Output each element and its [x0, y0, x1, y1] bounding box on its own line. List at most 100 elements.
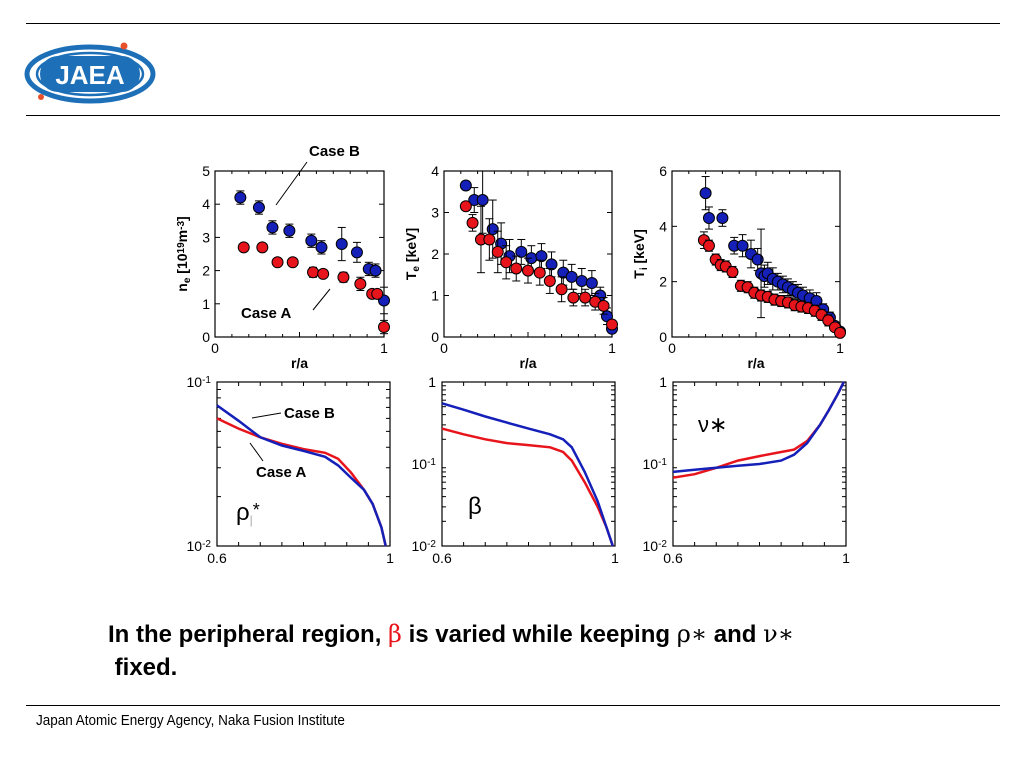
x-axis-label-ti: r/a — [747, 355, 764, 371]
x-tick-label-ti: 1 — [836, 340, 844, 356]
x-tick-label-ti: 0 — [668, 340, 676, 356]
footer-text: Japan Atomic Energy Agency, Naka Fusion … — [36, 712, 345, 729]
data-point-case-a — [567, 291, 580, 304]
caption-part2: is varied while keeping — [401, 621, 677, 648]
series-line-case-a — [216, 417, 387, 547]
data-point-case-a — [237, 241, 250, 254]
data-point-case-b — [315, 241, 328, 254]
caption-part1: In the peripheral region, — [108, 621, 389, 648]
panel-label-beta: β — [468, 493, 482, 520]
series-line-case-b — [441, 402, 614, 547]
data-point-case-b — [369, 264, 382, 277]
chart-ti: 0 2 4 6 0 1 r/a Ti [keV] — [631, 163, 846, 371]
y-tick-label-rho: 10-2 — [187, 538, 212, 554]
y-tick-base: 10 — [412, 538, 428, 554]
logo-orbit-outer — [24, 44, 156, 104]
x-axis-label-te: r/a — [519, 355, 536, 371]
x-tick-label-rho: 1 — [386, 550, 394, 566]
y-tick-label-te: 4 — [431, 163, 439, 179]
annotation-leader-case-a-top — [312, 288, 331, 311]
y-axis-label-ne: ne [1019m-3] — [174, 216, 193, 291]
data-point-case-a — [307, 266, 320, 279]
x-tick-label-beta: 1 — [611, 550, 619, 566]
y-tick-label-te: 1 — [431, 288, 439, 304]
data-point-case-a — [543, 274, 556, 287]
annotation-leader-case-a-bottom — [249, 442, 264, 462]
data-point-case-a — [522, 264, 534, 277]
x-tick-label-ne: 0 — [211, 340, 219, 356]
data-point-case-a — [510, 262, 523, 275]
data-point-case-b — [266, 221, 279, 234]
data-point-case-b — [545, 258, 558, 271]
jaea-logo: JAEA — [24, 42, 156, 104]
y-tick-label-rho: 10-1 — [187, 374, 212, 390]
annotation-case-a-top: Case A — [241, 305, 291, 322]
data-point-case-a — [555, 283, 568, 296]
logo-text: JAEA — [55, 60, 125, 90]
plot-frame-beta — [441, 381, 616, 547]
caption: In the peripheral region, β is varied wh… — [108, 618, 988, 684]
x-tick-label-te: 1 — [608, 340, 616, 356]
y-axis-label-part: 19 — [176, 242, 187, 254]
data-point-case-a — [466, 216, 479, 229]
data-point-case-b — [305, 234, 318, 247]
y-tick-label-nu: 1 — [659, 374, 667, 390]
data-point-case-a — [286, 256, 299, 269]
y-axis-label-part: m — [174, 230, 190, 242]
y-tick-exponent: -1 — [658, 457, 667, 468]
logo-band — [40, 56, 140, 92]
data-point-case-a — [500, 256, 513, 269]
caption-part3: and — [707, 621, 764, 648]
data-point-case-a — [533, 266, 546, 279]
data-point-case-a — [606, 318, 618, 331]
logo-accent-dot-2 — [38, 94, 44, 100]
logo-accent-dot — [120, 42, 128, 50]
y-axis-label-ti: Ti [keV] — [631, 229, 650, 278]
data-point-case-b — [716, 212, 729, 225]
annotation-leader-case-b-top — [275, 161, 308, 206]
y-tick-label-ne: 1 — [202, 296, 210, 312]
x-tick-label-ne: 1 — [380, 340, 388, 356]
y-tick-exponent: -2 — [427, 539, 436, 550]
caption-nu: ν∗ — [763, 620, 795, 648]
y-tick-label-beta: 10-2 — [412, 538, 437, 554]
y-tick-label-beta: 10-1 — [412, 456, 437, 472]
caption-part4: fixed. — [108, 654, 178, 681]
y-axis-label-part: ] — [174, 216, 190, 221]
chart-ne: 0 1 2 3 4 5 0 1 r/a ne [1019m-3] — [174, 163, 390, 371]
data-point-case-b — [751, 253, 764, 266]
y-tick-label-nu: 10-1 — [643, 456, 668, 472]
x-tick-label-nu: 0.6 — [663, 550, 683, 566]
panel-label-nu: ν∗ — [698, 412, 727, 437]
data-point-case-b — [515, 245, 528, 258]
y-axis-label-part: n — [174, 283, 190, 292]
y-axis-label-part: e — [411, 266, 422, 272]
y-tick-base: 10 — [412, 456, 428, 472]
data-point-case-b — [234, 191, 247, 204]
top-rule — [26, 23, 1000, 24]
y-tick-base: 10 — [187, 374, 203, 390]
data-point-case-b — [476, 194, 489, 207]
data-point-case-a — [317, 267, 330, 280]
data-point-case-a — [271, 256, 284, 269]
data-point-case-b — [252, 201, 265, 214]
y-axis-label-te: Te [keV] — [403, 228, 422, 280]
chart-te: 0 1 2 3 4 0 1 r/a Te [keV] — [403, 163, 618, 371]
data-point-case-a — [371, 287, 384, 300]
y-tick-label-ne: 0 — [202, 329, 210, 345]
data-point-case-b — [565, 270, 578, 283]
data-point-case-a — [726, 265, 739, 278]
data-point-case-a — [483, 233, 496, 246]
series-line-case-b — [216, 404, 387, 547]
data-point-case-b — [283, 224, 296, 237]
data-point-case-a — [834, 326, 846, 339]
data-point-case-a — [597, 299, 610, 312]
rho-subscript: | — [250, 513, 253, 527]
series-line-case-b — [672, 381, 845, 474]
data-point-case-b — [459, 179, 472, 192]
data-point-case-a — [378, 321, 390, 334]
header-rule — [26, 115, 1000, 116]
y-tick-label-nu: 10-2 — [643, 538, 668, 554]
x-tick-label-beta: 0.6 — [432, 550, 452, 566]
data-point-case-b — [575, 274, 588, 287]
